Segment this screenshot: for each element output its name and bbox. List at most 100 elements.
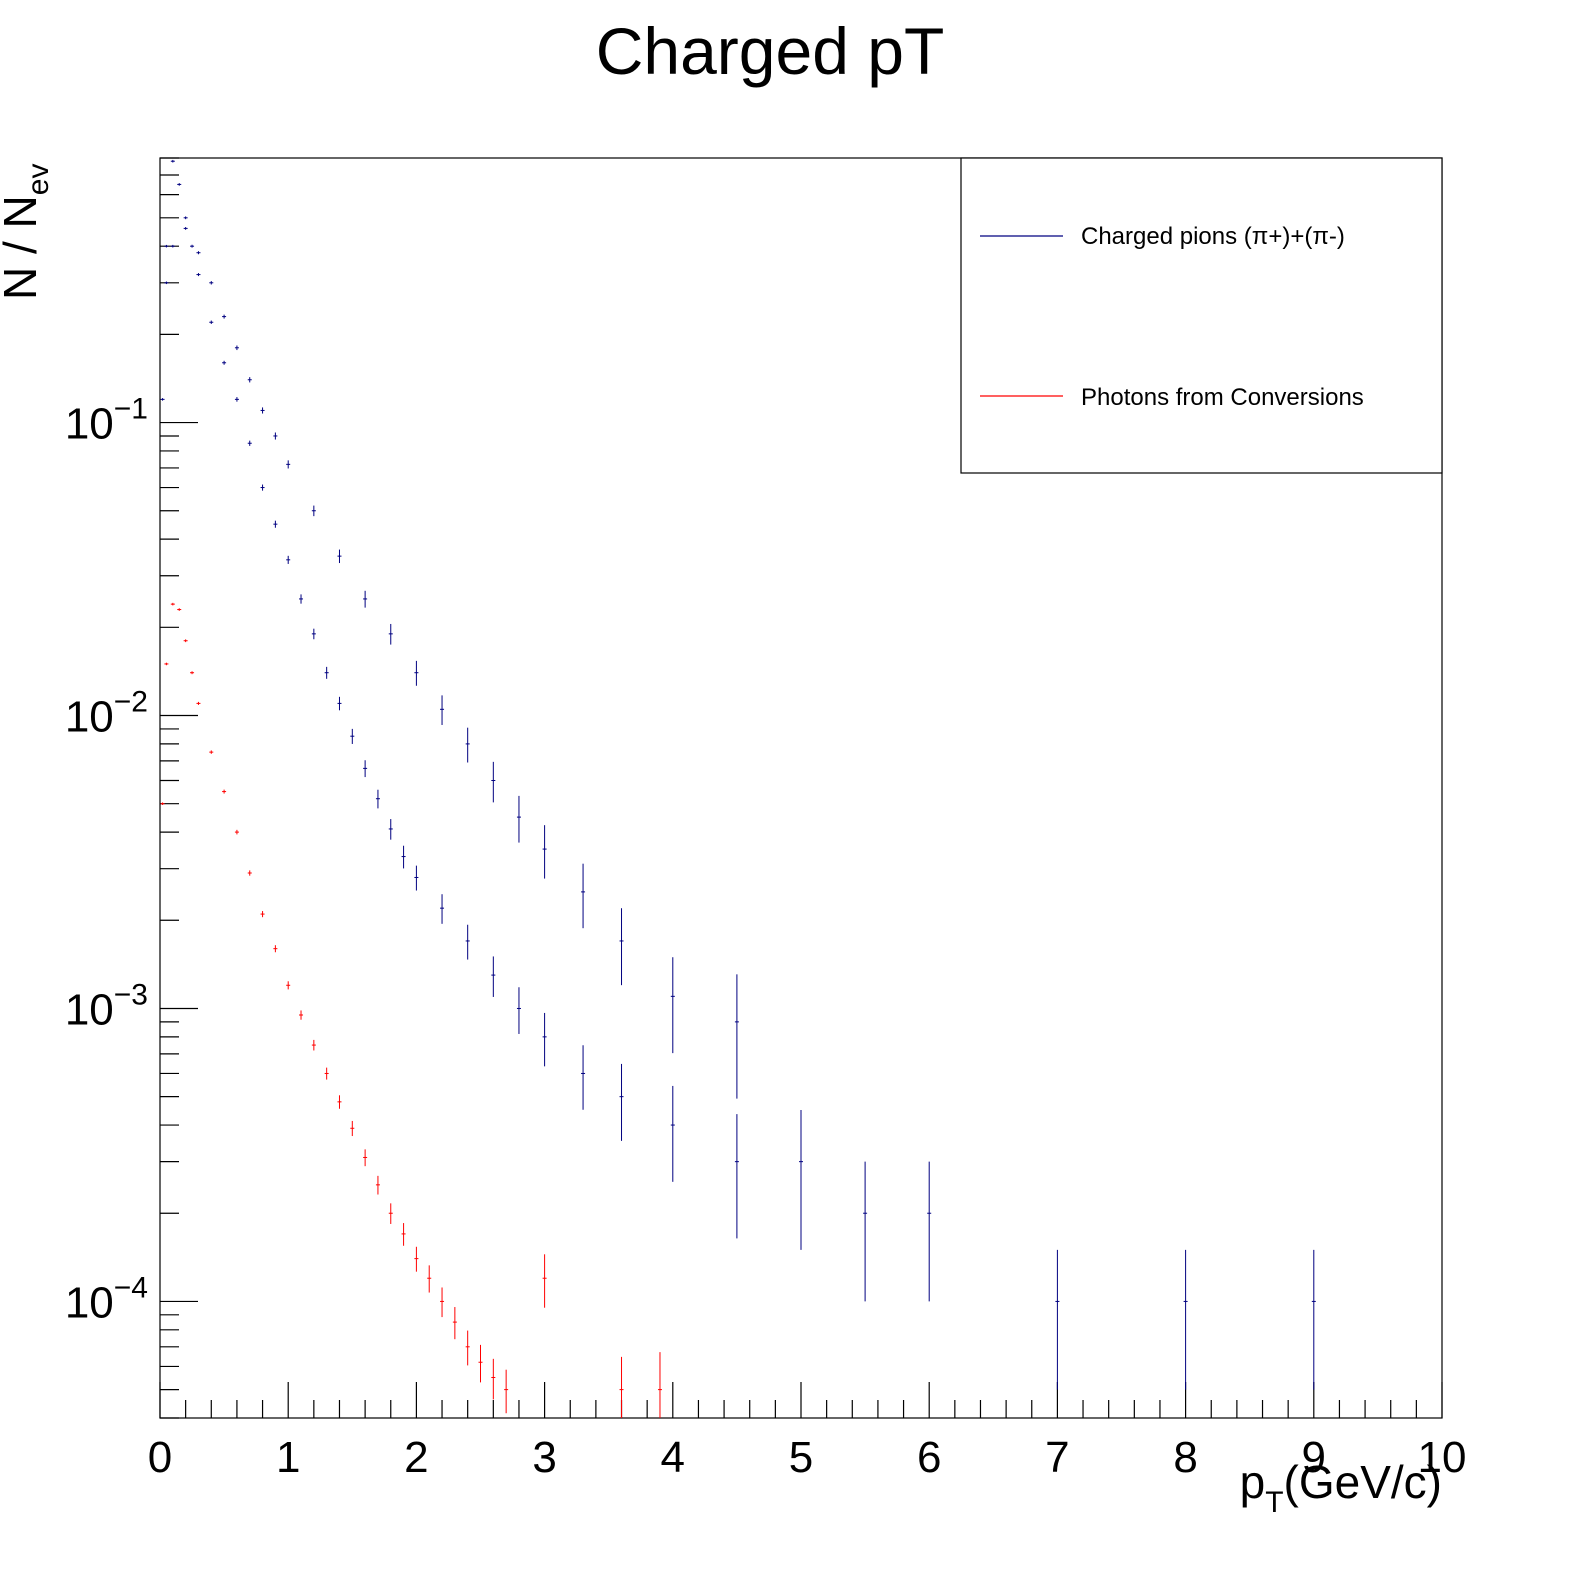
photon-point [350,1120,355,1137]
pion-point [170,159,175,163]
photon-point [337,1095,342,1109]
pion-point [196,273,201,277]
x-tick-label: 8 [1173,1433,1197,1482]
pion-point [324,666,329,679]
x-tick-label: 7 [1045,1433,1069,1482]
pion-point [190,244,195,248]
pion-upper-point [388,623,393,645]
series-charged-pions [160,159,1316,1390]
photon-point [388,1203,393,1224]
pion-point [927,1161,932,1302]
pion-point [209,320,214,324]
y-axis-title-main: N / N [0,195,46,300]
photon-point [160,802,165,805]
photon-point [478,1344,483,1383]
photon-point [414,1246,419,1272]
photon-point [427,1265,432,1293]
pion-point [734,1114,739,1239]
pion-upper-point [209,281,214,285]
pion-point [1055,1249,1060,1390]
pion-upper-point [311,505,316,517]
photon-point [542,1254,547,1308]
x-axis-title-rest: (GeV/c) [1284,1456,1442,1508]
photon-point [164,662,169,666]
legend-label-pions: Charged pions (π+)+(π-) [1081,223,1345,250]
photon-point [247,870,252,876]
pion-point [234,397,239,402]
photon-point [324,1067,329,1080]
x-axis-title: pT(GeV/c) [1240,1456,1442,1519]
y-tick-label: 10−3 [65,978,148,1034]
photon-point [452,1307,457,1340]
pion-point [465,924,470,960]
pion-upper-point [260,407,265,414]
pion-point [177,183,182,186]
photon-point [209,750,214,754]
pion-upper-point [247,377,252,383]
x-tick-label: 9 [1302,1433,1326,1482]
pion-upper-point [183,227,188,230]
y-tick-labels: 10−1 10−2 10−3 10−4 [65,393,148,1328]
pion-upper-point [337,549,342,564]
legend: Charged pions (π+)+(π-) Photons from Con… [960,157,1443,474]
photon-point [504,1369,509,1414]
pion-point [1183,1249,1188,1390]
photon-point [177,608,182,611]
pion-point [273,520,278,528]
x-tick-labels: 0 1 2 3 4 5 6 7 8 9 10 [148,1433,1467,1482]
pion-upper-point [196,251,201,255]
x-tick-label: 0 [148,1433,172,1482]
x-axis-title-main: p [1240,1456,1266,1508]
photon-point [190,671,195,675]
pion-point [363,760,368,778]
pion-point [375,789,380,809]
pion-point [542,1012,547,1067]
x-tick-label: 5 [789,1433,813,1482]
pion-point [863,1161,868,1302]
photon-point [311,1039,316,1051]
pion-upper-point [542,825,547,879]
pion-point [299,594,304,604]
pion-point [401,845,406,869]
pion-point [670,1085,675,1182]
pion-upper-point [516,795,521,843]
x-tick-label: 3 [532,1433,556,1482]
x-axis-ticks [159,1382,1443,1418]
pion-upper-point [491,761,496,803]
photon-point [375,1175,380,1195]
y-tick-label: 10−1 [65,393,148,449]
x-tick-label: 1 [276,1433,300,1482]
x-tick-label: 4 [661,1433,685,1482]
pion-upper-point [619,908,624,986]
pion-point [183,216,188,220]
pion-point [311,628,316,640]
legend-box [960,157,1443,474]
legend-label-photons: Photons from Conversions [1081,384,1364,411]
pion-point [491,956,496,997]
photon-point [273,945,278,953]
photon-point [299,1010,304,1020]
pion-point [414,865,419,891]
pion-upper-point [286,460,291,469]
pion-point [260,484,265,491]
x-axis-title-sub: T [1265,1486,1283,1519]
pion-point [247,440,252,446]
x-tick-label: 10 [1418,1433,1467,1482]
photon-point [401,1223,406,1246]
y-tick-label: 10−2 [65,686,148,742]
pion-point [350,728,355,744]
pion-upper-point [164,281,169,285]
photon-point [491,1358,496,1400]
photon-point [363,1149,368,1167]
x-tick-label: 2 [404,1433,428,1482]
series-photons [160,602,662,1418]
y-axis-title-sub: ev [22,164,55,196]
pion-point [619,1063,624,1141]
pion-upper-point [734,974,739,1099]
photon-point [222,789,227,794]
pion-point [388,819,393,840]
x-tick-label: 6 [917,1433,941,1482]
photon-point [170,602,175,606]
pion-point [1311,1249,1316,1390]
pion-point [337,696,342,711]
